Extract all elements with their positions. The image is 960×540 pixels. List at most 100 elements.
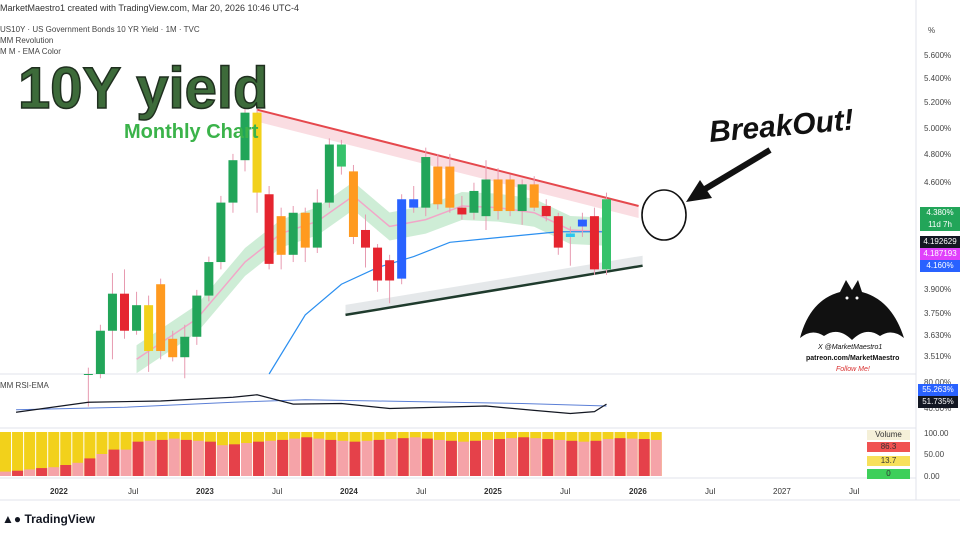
candle-body (228, 160, 238, 203)
indicator-legend-ema-color[interactable]: M M - EMA Color (0, 47, 61, 56)
candle (348, 164, 358, 245)
volume-column (337, 432, 349, 476)
candle (107, 273, 117, 360)
volume-bar-yellow (24, 432, 36, 476)
volume-column (578, 432, 590, 476)
candle-body (517, 184, 527, 212)
chart-title-overlay: 10Y yield (18, 56, 268, 121)
volume-bar-red (397, 438, 409, 476)
volume-bar-red (530, 438, 542, 476)
volume-tick: 100.00 (924, 429, 949, 438)
volume-bar-red (650, 439, 662, 476)
candle-body (409, 199, 419, 208)
volume-legend-green: 0 (867, 469, 910, 479)
volume-bar-red (12, 470, 24, 476)
ema-slow-line (268, 231, 607, 375)
volume-bar-red (313, 438, 325, 476)
ema-fast-line (136, 194, 607, 360)
volume-column (457, 432, 469, 476)
volume-legend-red: 86.3 (867, 442, 910, 452)
volume-tick: 0.00 (924, 472, 940, 481)
rsi-ema-badge: 51.735% (918, 396, 958, 408)
price-tick: 3.750% (924, 309, 951, 318)
volume-column (614, 432, 626, 476)
candle (204, 256, 214, 302)
upper-trendline (256, 108, 639, 207)
volume-bar-red (277, 439, 289, 476)
candle (469, 182, 479, 220)
candle-body (168, 338, 178, 358)
volume-column (433, 432, 445, 476)
candle (240, 106, 250, 172)
candle (156, 278, 166, 360)
volume-column (265, 432, 277, 476)
candle-body (553, 216, 563, 248)
volume-column (566, 432, 578, 476)
candle-body (505, 179, 515, 212)
volume-bar-red (325, 439, 337, 476)
volume-column (518, 432, 530, 476)
ema-fast-badge: 4.192629 (920, 236, 960, 248)
volume-column (60, 432, 72, 476)
volume-column (12, 432, 24, 476)
chart-credit: MarketMaestro1 created with TradingView.… (0, 3, 299, 13)
lower-trendline (345, 264, 643, 317)
volume-bar-red (228, 444, 240, 476)
candle (589, 207, 599, 275)
candle (457, 195, 467, 220)
volume-bar-red (409, 437, 421, 476)
candle (336, 139, 346, 175)
tradingview-logo[interactable]: ▲● TradingView (2, 512, 95, 526)
rsi-tick: 40.00% (924, 404, 951, 413)
chart-subtitle-overlay: Monthly Chart (124, 121, 259, 143)
candle (228, 153, 238, 213)
candle-body (457, 207, 467, 215)
time-tick: 2022 (50, 487, 68, 496)
indicator-legend-revolution[interactable]: MM Revolution (0, 36, 54, 45)
volume-bar-red (590, 440, 602, 476)
volume-bar-red (96, 454, 108, 476)
price-tick: 5.200% (924, 98, 951, 107)
candle-body (361, 229, 370, 248)
candle-body (469, 190, 479, 213)
candle-body (240, 112, 250, 161)
candle-body (132, 305, 142, 331)
watermark-patreon: patreon.com/MarketMaestro (806, 355, 899, 362)
candle (288, 205, 298, 263)
candle-body (589, 216, 599, 270)
candle (541, 199, 551, 222)
volume-column (84, 432, 96, 476)
rsi-legend[interactable]: MM RSI-EMA (0, 381, 49, 390)
candle-body (481, 179, 491, 217)
volume-bar-red (132, 441, 144, 476)
candle (397, 194, 407, 285)
volume-bar-red (108, 449, 120, 476)
candle-body (312, 202, 322, 248)
volume-bar-red (48, 467, 60, 476)
volume-column (494, 432, 506, 476)
volume-bar-red (36, 468, 48, 476)
volume-column (469, 432, 481, 476)
volume-bar-red (421, 438, 433, 476)
candle-body (180, 336, 190, 358)
volume-column (204, 432, 216, 476)
volume-bar-red (144, 440, 156, 476)
price-tick: 3.900% (924, 285, 951, 294)
volume-column (638, 432, 650, 476)
volume-bar-red (469, 440, 481, 476)
candle-body (95, 330, 105, 374)
volume-bar-red (349, 441, 361, 476)
candle (300, 207, 310, 263)
volume-column (216, 432, 228, 476)
volume-column (156, 432, 168, 476)
symbol-legend[interactable]: US10Y · US Government Bonds 10 YR Yield … (0, 25, 200, 34)
volume-bar-red (433, 439, 445, 476)
volume-column (132, 432, 144, 476)
volume-bar-red (180, 439, 192, 476)
candle-body (107, 293, 117, 331)
volume-bar-red (301, 437, 313, 476)
candle (264, 186, 274, 270)
volume-bar-red (445, 440, 457, 476)
candle (361, 214, 370, 268)
